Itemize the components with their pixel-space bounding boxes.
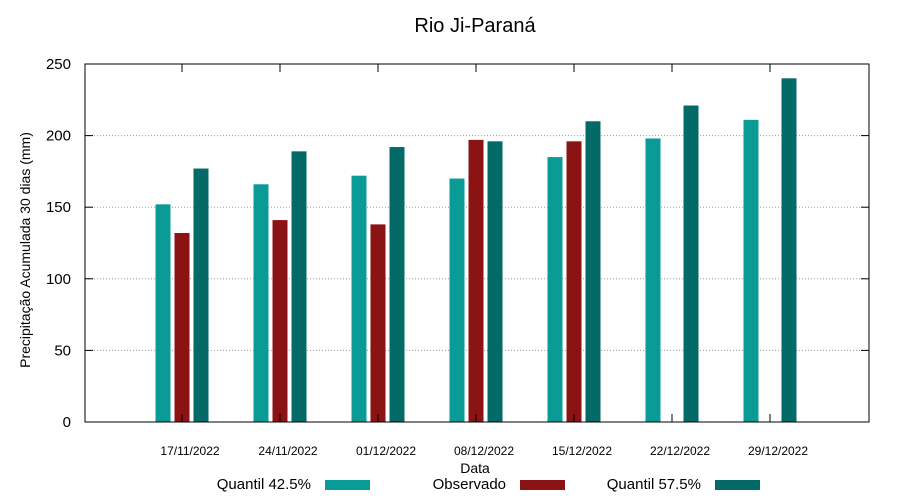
bar	[487, 141, 503, 422]
x-tick-label: 24/11/2022	[258, 444, 317, 458]
x-tick-label: 15/12/2022	[552, 444, 612, 458]
y-tick-label: 50	[54, 342, 71, 359]
bar	[155, 204, 171, 422]
bar	[468, 139, 484, 422]
chart-title: Rio Ji-Paraná	[414, 15, 536, 37]
legend-swatch	[325, 480, 370, 490]
legend: Quantil 42.5% Observado Quantil 57.5%	[217, 476, 760, 493]
ticks-layer: 0 50 100 150 200 250 17/11/2022 24/11/2022 01/12…	[46, 56, 869, 458]
y-axis-label: Precipitação Acumulada 30 dias (mm)	[17, 132, 33, 368]
bar	[351, 175, 367, 422]
y-tick-label: 200	[46, 128, 71, 145]
legend-swatch	[715, 480, 760, 490]
x-axis-label: Data	[460, 460, 490, 476]
bar	[449, 178, 465, 422]
bar	[645, 138, 661, 423]
legend-label: Quantil 42.5%	[217, 476, 311, 493]
y-tick-label: 100	[46, 271, 71, 288]
bar	[566, 141, 582, 422]
bar	[193, 168, 209, 422]
y-tick-label: 150	[46, 199, 71, 216]
y-tick-label: 0	[63, 414, 71, 431]
bar	[174, 232, 190, 422]
bar	[683, 105, 699, 422]
legend-swatch	[520, 480, 565, 490]
bar	[585, 121, 601, 422]
legend-label: Observado	[433, 476, 506, 493]
legend-label: Quantil 57.5%	[607, 476, 701, 493]
x-tick-label: 17/11/2022	[160, 444, 219, 458]
x-tick-label: 29/12/2022	[748, 444, 808, 458]
bar	[781, 78, 797, 422]
x-tick-label: 01/12/2022	[356, 444, 416, 458]
bar	[370, 224, 386, 422]
y-tick-label: 250	[46, 56, 71, 73]
bar	[253, 184, 269, 422]
bar	[389, 147, 405, 422]
x-tick-label: 08/12/2022	[454, 444, 514, 458]
plot-frame	[84, 63, 870, 423]
bar	[291, 151, 307, 423]
bar	[547, 157, 563, 422]
bar	[272, 220, 288, 422]
x-tick-label: 22/12/2022	[650, 444, 710, 458]
bar	[743, 119, 759, 423]
bars-layer	[155, 78, 797, 423]
